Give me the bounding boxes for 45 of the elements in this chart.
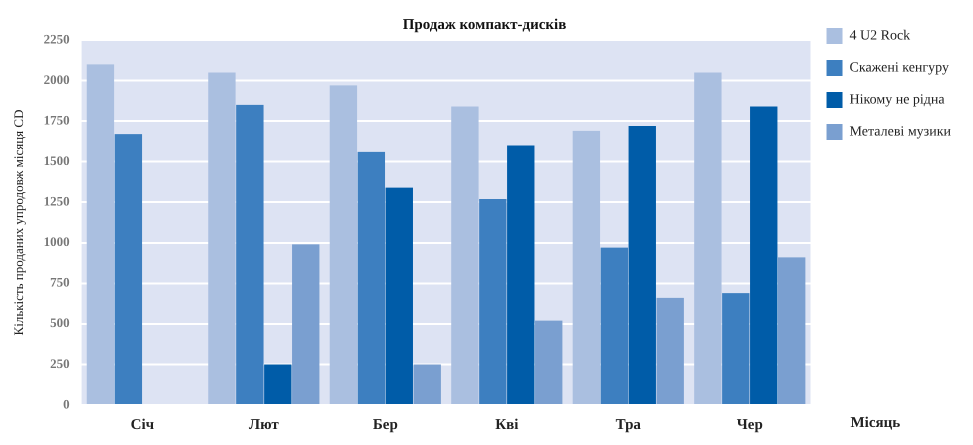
bar [750,106,778,404]
legend-label: Металеві музики [850,124,952,140]
x-tick-label: Тра [616,416,642,433]
bar [600,248,628,404]
bar [656,298,684,404]
bar [722,293,750,404]
x-tick-label: Кві [495,416,518,433]
bar [86,64,114,404]
legend-label: 4 U2 Rock [850,28,910,44]
y-tick-label: 1750 [44,112,70,128]
y-tick-label: 2000 [44,72,70,87]
bar [778,257,806,404]
y-tick-label: 0 [63,396,70,412]
bar [414,364,441,404]
y-tick-label: 500 [50,315,70,330]
x-tick-label: Січ [130,416,155,433]
bar [451,106,479,404]
bar [330,85,358,404]
y-axis-title: Кількість проданих упродовж місяця CD [11,110,26,336]
bar [358,152,386,404]
legend-label: Скажені кенгуру [850,60,949,76]
bar [114,134,142,404]
x-tick-label: Бер [372,416,398,433]
x-tick-label: Чер [736,416,763,433]
bar [572,130,600,404]
bar [479,198,507,404]
bar [386,188,413,404]
y-tick-label: 1250 [44,194,70,209]
y-tick-label: 750 [50,274,70,290]
x-axis-title: Місяць [850,414,900,431]
y-tick-label: 1500 [44,153,70,168]
bar [292,244,320,404]
bar [208,72,236,404]
bar [264,364,292,404]
y-tick-label: 1000 [44,234,70,250]
y-tick-label: 250 [50,356,70,371]
bar [507,145,534,404]
chart-title: Продаж компакт-дисків [402,16,566,33]
y-tick-label: 2250 [44,31,70,46]
bar [628,126,656,404]
x-tick-label: Лют [248,416,280,433]
legend-label: Нікому не рідна [850,92,946,108]
bar [236,104,264,404]
bar [694,72,722,404]
bar [535,320,562,404]
